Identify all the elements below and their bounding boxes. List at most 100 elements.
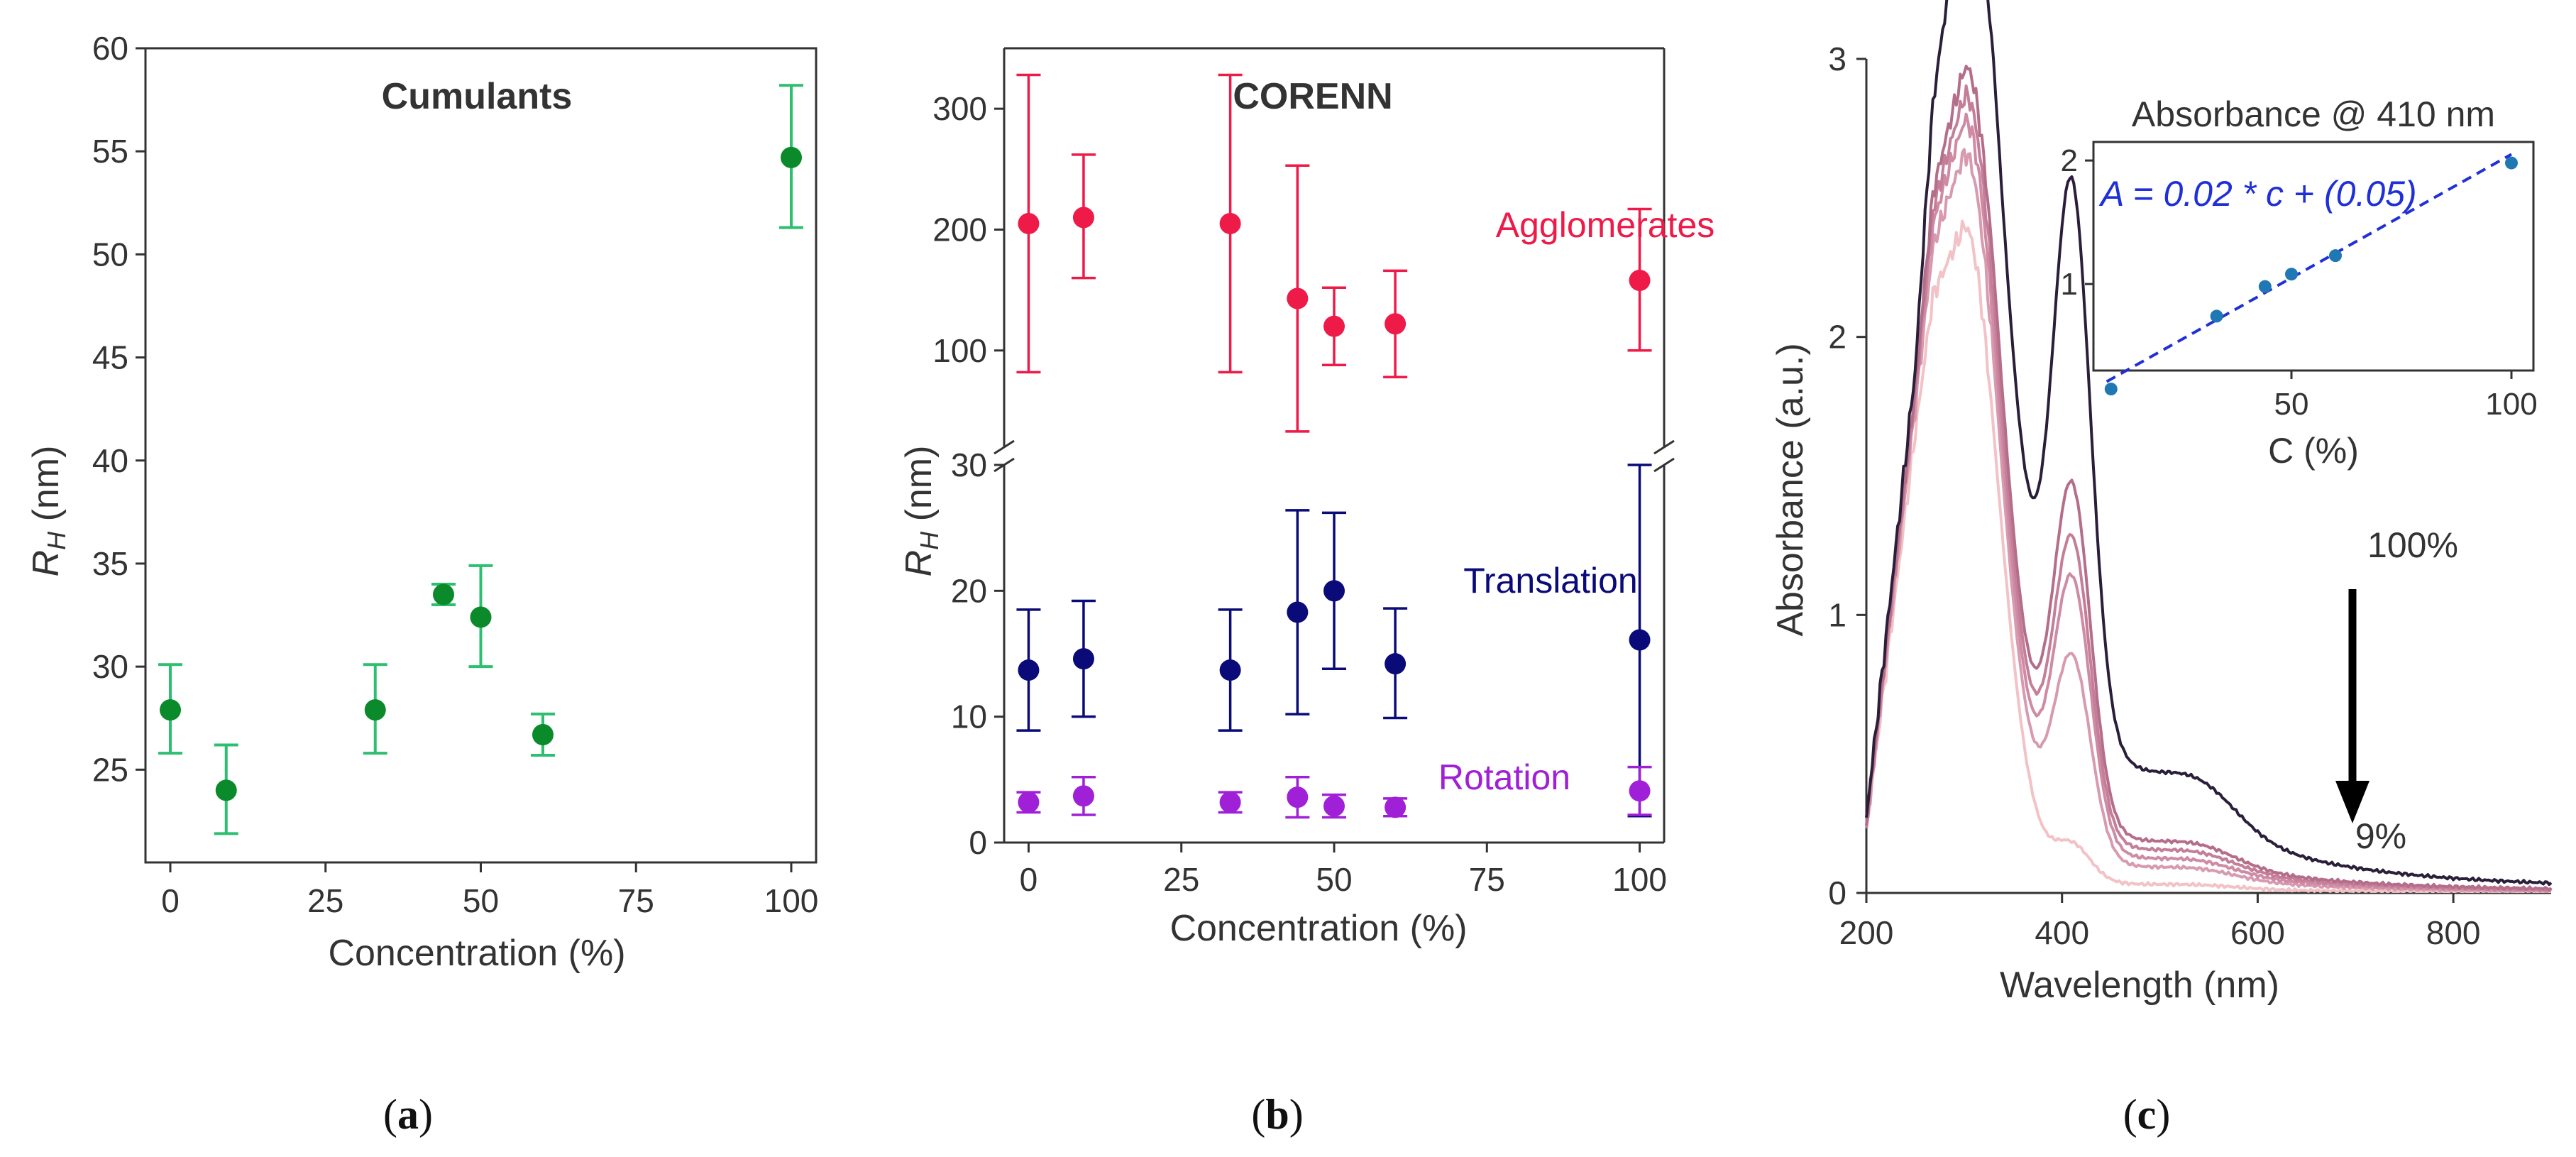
- panel-a-ytick-label: 30: [92, 648, 128, 685]
- panel-a-xtick-label: 50: [463, 882, 499, 919]
- panel-c-annotation-9pct: 9%: [2355, 816, 2406, 856]
- panel-b-translation-point: [1018, 659, 1040, 681]
- panel-c-spectrum-60pct: [1865, 65, 2553, 892]
- panel-a-data-point: [532, 723, 554, 745]
- panel-a-ytick-label: 45: [92, 339, 128, 376]
- panel-b-upper-ytick-label: 200: [932, 211, 987, 248]
- panel-b-translation-point: [1219, 659, 1241, 681]
- panel-b-xtick-label: 75: [1469, 861, 1505, 898]
- panel-b-agglomerates-point: [1072, 207, 1094, 229]
- inset-data-point: [2329, 249, 2342, 263]
- panel-a-xtick-label: 25: [307, 882, 343, 919]
- panel-b-translation-point: [1287, 601, 1309, 623]
- panel-c-ytick-label: 0: [1828, 874, 1846, 911]
- panel-c-spectrum-100pct: [1865, 0, 2553, 887]
- panel-b-agglomerates-point: [1629, 269, 1651, 291]
- panel-a-ytick-label: 50: [92, 236, 128, 273]
- panel-b-xtick-label: 0: [1020, 861, 1038, 898]
- panel-b-lower-ytick-label: 30: [951, 446, 987, 483]
- inset-xtick-label: 50: [2274, 387, 2309, 422]
- panel-b-lower-ytick-label: 10: [951, 698, 987, 735]
- panel-b-rotation-point: [1385, 796, 1407, 818]
- panel-a-xtick-label: 75: [618, 882, 654, 919]
- panel-a-ytick-label: 55: [92, 133, 128, 170]
- inset-data-point: [2104, 383, 2118, 396]
- panel-b-agglomerates-point: [1385, 313, 1407, 335]
- panel-b-agglomerates-label: Agglomerates: [1496, 205, 1715, 245]
- panel-a-label: (a): [383, 1091, 433, 1138]
- panel-b-agglomerates-point: [1287, 287, 1309, 309]
- panel-a-data-point: [364, 699, 386, 721]
- panel-a-ylabel: RH (nm): [26, 446, 71, 577]
- panel-b-translation-point: [1072, 648, 1094, 670]
- panel-c-ytick-label: 3: [1828, 40, 1846, 77]
- panel-a-frame: [144, 47, 818, 864]
- panel-a-data-point: [160, 699, 181, 721]
- panel-b-agglomerates-point: [1323, 315, 1345, 337]
- panel-a-xlabel: Concentration (%): [328, 933, 625, 974]
- panel-c-ylabel: Absorbance (a.u.): [1770, 343, 1811, 636]
- panel-b-upper-ytick-label: 100: [932, 332, 987, 369]
- panel-a-data-point: [433, 583, 454, 605]
- panel-a-xtick-label: 0: [161, 882, 180, 919]
- inset-fit-line: [2106, 153, 2512, 383]
- panel-b-rotation-point: [1018, 791, 1040, 813]
- panel-b-agglomerates-point: [1018, 212, 1040, 234]
- inset-data-point: [2210, 309, 2223, 323]
- panel-b-corenn: CORENN Concentration (%) RH (nm) (b) 0 25…: [898, 47, 1715, 1138]
- panel-c-ytick-label: 2: [1828, 319, 1846, 356]
- inset-xtick-label: 100: [2485, 387, 2537, 422]
- panel-c-label: (c): [2123, 1091, 2171, 1138]
- inset-xlabel: C (%): [2268, 431, 2359, 471]
- inset-data-point: [2258, 280, 2272, 293]
- panel-b-agglomerates-point: [1219, 212, 1241, 234]
- panel-b-xtick-label: 100: [1612, 861, 1667, 898]
- panel-b-rotation-point: [1287, 786, 1309, 808]
- panel-a-xtick-label: 100: [764, 882, 819, 919]
- panel-a-title: Cumulants: [382, 76, 573, 117]
- inset-fit-equation: A = 0.02 * c + (0.05): [2098, 174, 2417, 214]
- inset-ytick-label: 1: [2061, 267, 2078, 302]
- panel-b-translation-point: [1385, 653, 1407, 675]
- panel-a-ytick-label: 25: [92, 751, 128, 788]
- panel-c-xtick-label: 400: [2035, 914, 2089, 951]
- panel-b-ylabel: RH (nm): [898, 446, 944, 577]
- panel-b-rotation-point: [1629, 780, 1651, 802]
- panel-a-data-point: [470, 606, 492, 628]
- panel-b-xtick-label: 50: [1316, 861, 1352, 898]
- panel-b-rotation-point: [1323, 795, 1345, 817]
- panel-b-xlabel: Concentration (%): [1169, 908, 1467, 949]
- panel-b-rotation-point: [1072, 785, 1094, 807]
- panel-b-lower-ytick-label: 20: [951, 572, 987, 609]
- panel-a-ytick-label: 60: [92, 30, 128, 67]
- panel-b-lower-ytick-label: 0: [969, 824, 987, 861]
- panel-a-ytick-label: 40: [92, 442, 128, 479]
- panel-b-translation-point: [1323, 580, 1345, 602]
- panel-c-ytick-label: 1: [1828, 596, 1846, 633]
- inset-title: Absorbance @ 410 nm: [2132, 94, 2495, 134]
- panel-c-annotation-100pct: 100%: [2367, 525, 2458, 565]
- inset-ytick-label: 2: [2061, 143, 2078, 178]
- panel-c-absorbance: Wavelength (nm) Absorbance (a.u.) (c) 20…: [1770, 0, 2553, 1138]
- panel-c-xlabel: Wavelength (nm): [2000, 965, 2279, 1006]
- panel-c-xtick-label: 200: [1839, 914, 1894, 951]
- panel-a-cumulants: Cumulants Concentration (%) RH (nm) (a) …: [26, 30, 818, 1138]
- panel-b-rotation-point: [1219, 791, 1241, 813]
- panel-b-label: (b): [1251, 1091, 1303, 1138]
- panel-b-axis-break-mark: [1653, 457, 1675, 473]
- panel-c-xtick-label: 600: [2230, 914, 2285, 951]
- inset-data-point: [2505, 156, 2518, 170]
- panel-a-ytick-label: 35: [92, 545, 128, 582]
- inset-data-point: [2285, 268, 2298, 281]
- inset-frame: [2092, 141, 2535, 372]
- panel-b-upper-ytick-label: 300: [932, 90, 987, 127]
- panel-b-axis-break-mark: [1653, 439, 1675, 455]
- panel-b-xtick-label: 25: [1163, 861, 1199, 898]
- panel-c-xtick-label: 800: [2426, 914, 2481, 951]
- panel-c-arrow-head: [2335, 781, 2369, 823]
- panel-b-axis-break-mark: [993, 439, 1015, 455]
- panel-b-title: CORENN: [1233, 76, 1392, 117]
- panel-a-data-point: [781, 146, 802, 168]
- panel-c-spectrum-9pct: [1865, 219, 2551, 893]
